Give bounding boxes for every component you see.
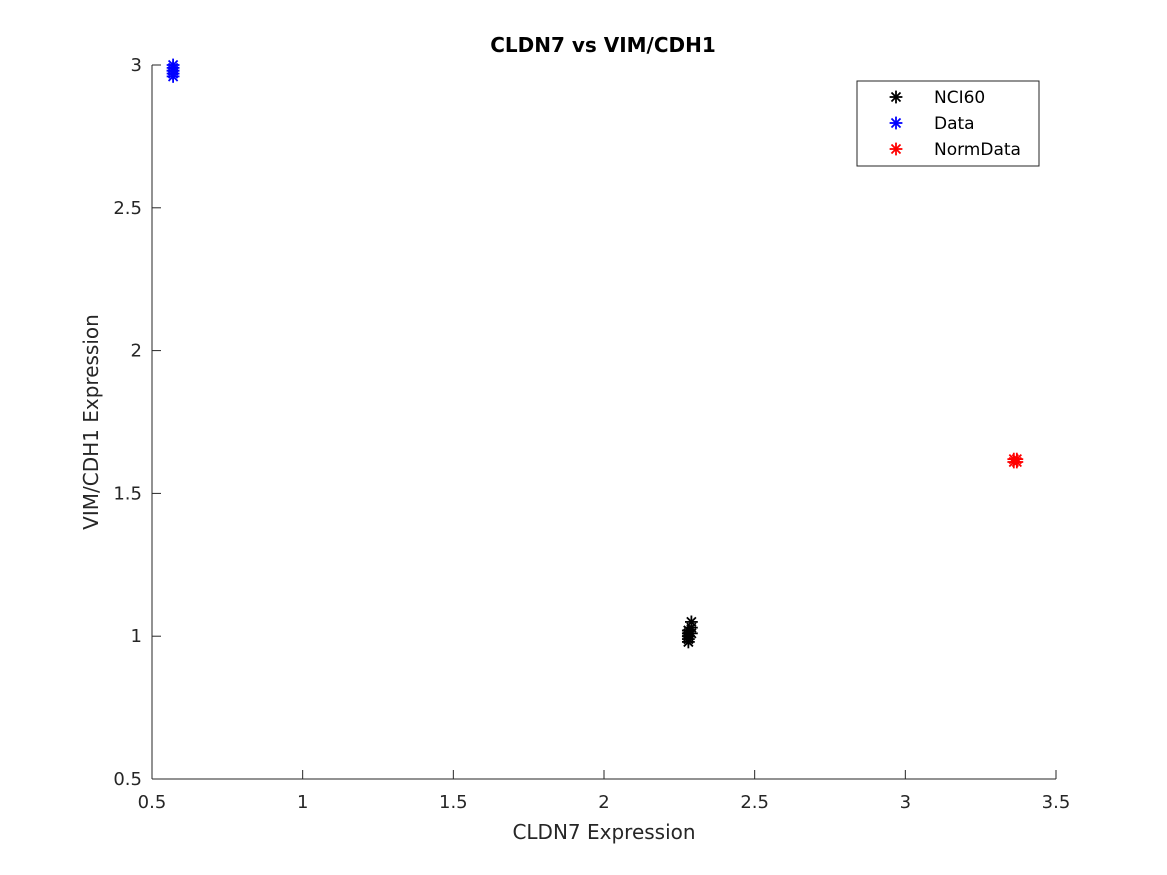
y-tick-label: 2.5 — [113, 198, 142, 219]
legend-item: NormData — [889, 140, 1021, 160]
legend-marker — [889, 142, 903, 156]
x-tick-label: 2.5 — [740, 792, 769, 813]
legend-item: Data — [889, 114, 975, 134]
legend-item: NCI60 — [889, 88, 985, 108]
data-point — [1007, 452, 1021, 466]
legend-box — [856, 80, 1040, 167]
series-normdata — [1007, 452, 1024, 469]
legend-marker — [889, 90, 903, 104]
x-tick-label: 1 — [297, 792, 308, 813]
data-point — [684, 615, 698, 629]
legend-label: Data — [934, 114, 975, 134]
x-tick-label: 3.5 — [1042, 792, 1071, 813]
x-axis-title: CLDN7 Expression — [512, 820, 695, 844]
y-axis-title: VIM/CDH1 Expression — [79, 314, 103, 530]
data-point — [166, 64, 180, 78]
legend-label: NCI60 — [934, 88, 985, 108]
series-data — [166, 58, 180, 83]
x-tick-label: 3 — [900, 792, 911, 813]
chart-title: CLDN7 vs VIM/CDH1 — [490, 33, 716, 57]
y-tick-label: 3 — [131, 55, 142, 76]
x-tick-label: 1.5 — [439, 792, 468, 813]
x-tick-label: 2 — [598, 792, 609, 813]
y-tick-label: 2 — [131, 341, 142, 362]
tick-group: 0.5 1 1.5 2 2.5 3 3.5 0.5 1 1.5 2 2.5 3 — [113, 55, 1070, 813]
legend: NCI60 Data NormData — [856, 80, 1040, 167]
data-point — [684, 626, 698, 640]
y-tick-label: 1.5 — [113, 483, 142, 504]
y-tick-label: 1 — [131, 626, 142, 647]
series-nci60 — [681, 615, 698, 649]
x-tick-label: 0.5 — [138, 792, 167, 813]
legend-label: NormData — [934, 140, 1021, 160]
y-tick-label: 0.5 — [113, 769, 142, 790]
legend-marker — [889, 116, 903, 130]
data-points — [166, 58, 1024, 649]
